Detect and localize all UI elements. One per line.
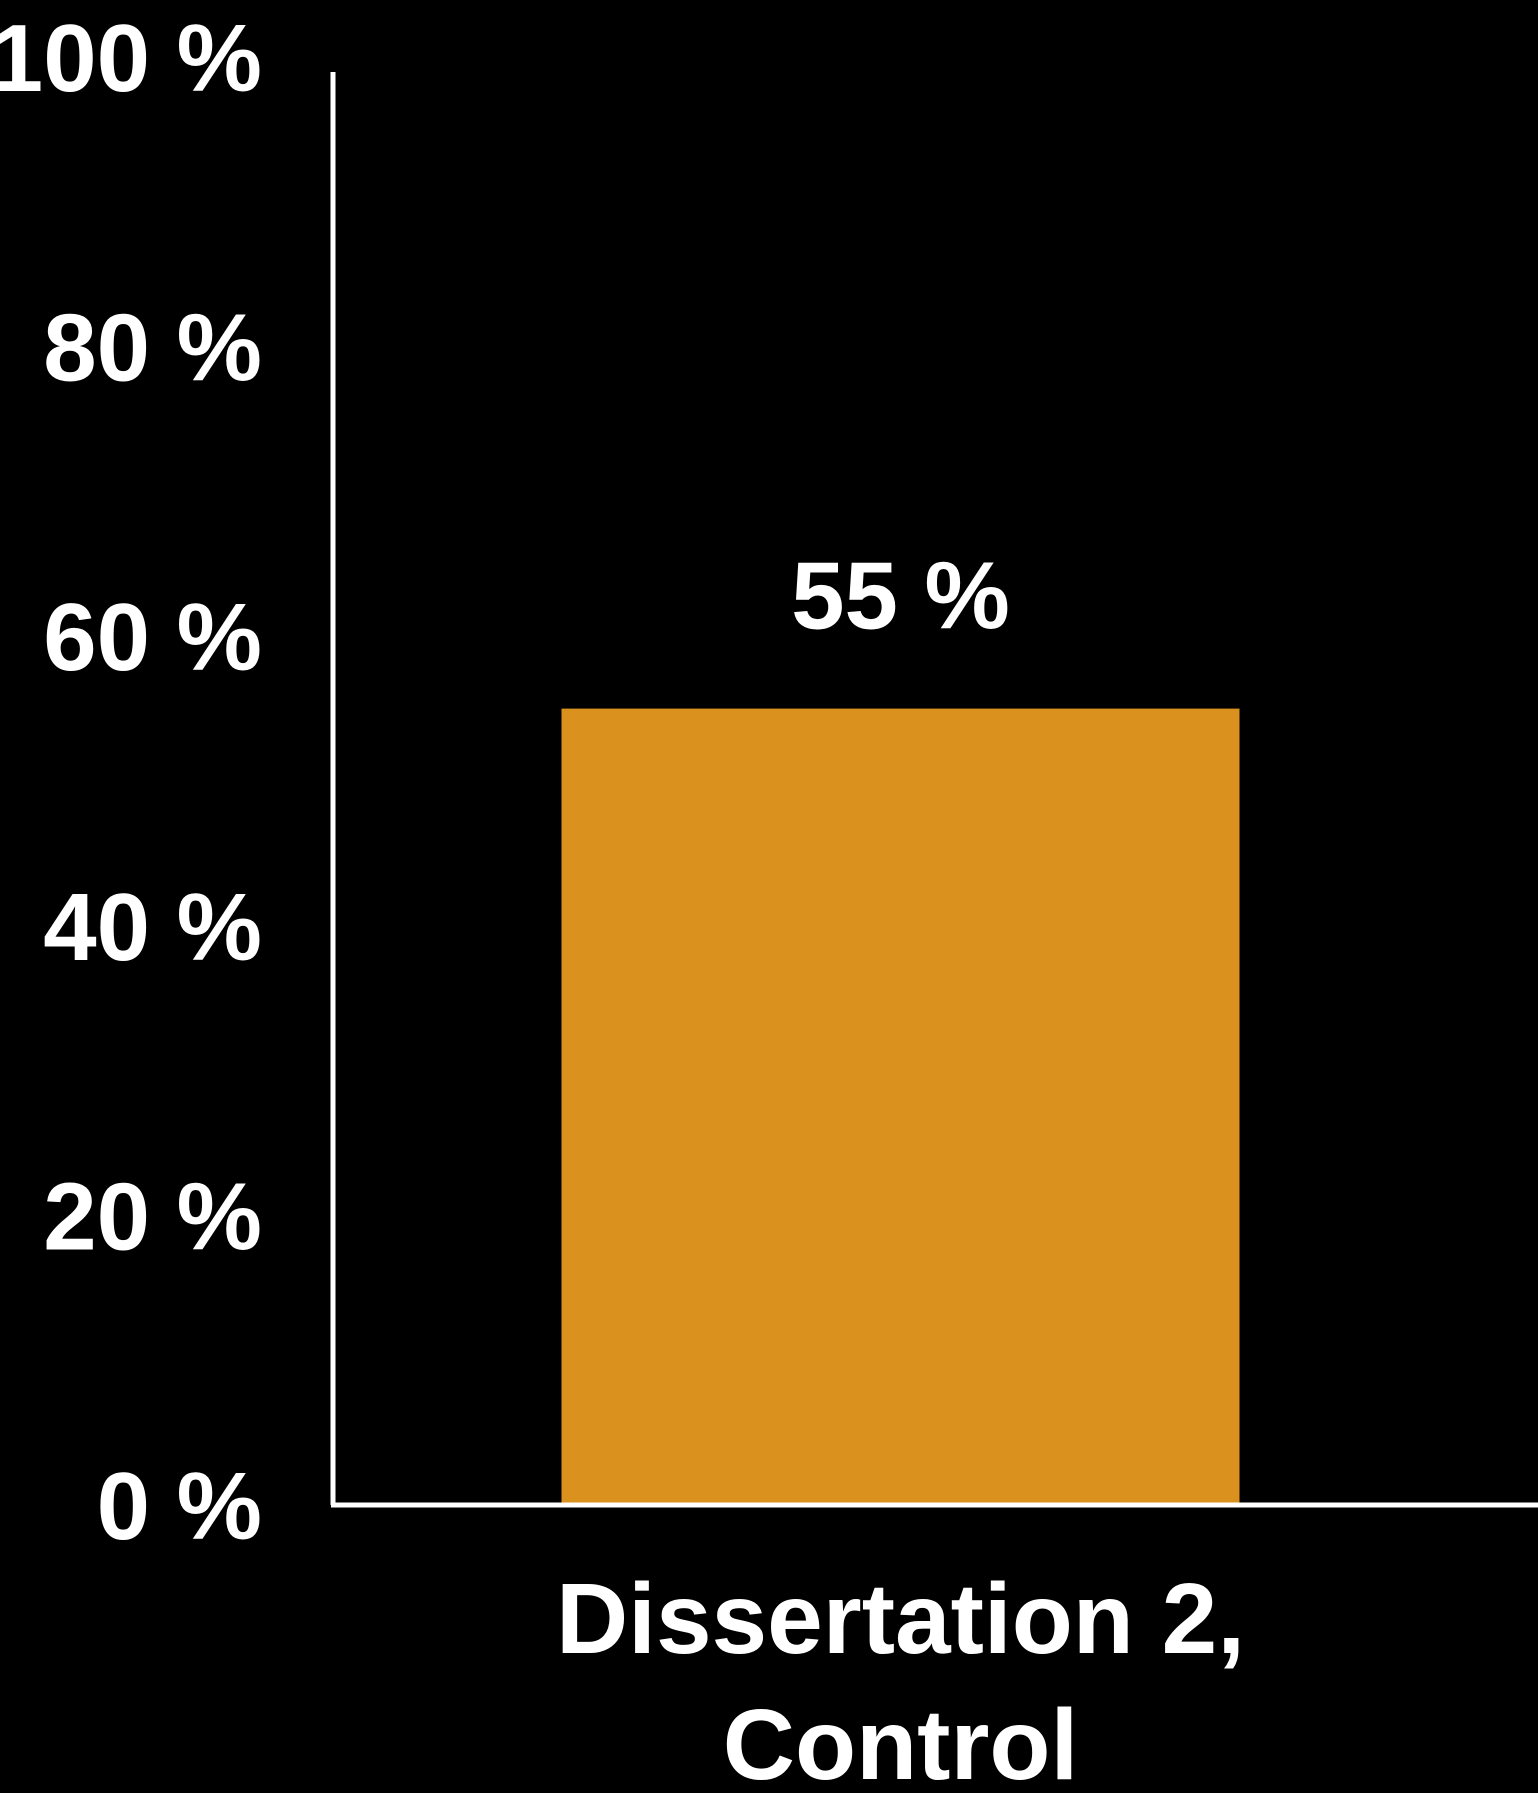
bar-value-label: 55 % bbox=[791, 543, 1010, 650]
y-tick-label: 40 % bbox=[43, 874, 262, 981]
y-tick-label: 60 % bbox=[43, 584, 262, 691]
y-tick-label: 100 % bbox=[0, 5, 262, 112]
y-tick-label: 20 % bbox=[43, 1163, 262, 1270]
y-tick-label: 0 % bbox=[97, 1453, 262, 1560]
data-labels: 55 % bbox=[791, 543, 1010, 650]
category-labels: Dissertation 2, Control bbox=[556, 1563, 1245, 1793]
y-axis-ticks: 0 % 20 % 40 % 60 % 80 % 100 % bbox=[0, 5, 262, 1560]
bar bbox=[561, 708, 1240, 1505]
category-label: Dissertation 2, Control bbox=[556, 1563, 1245, 1793]
bars bbox=[561, 708, 1240, 1505]
y-tick-label: 80 % bbox=[43, 295, 262, 402]
